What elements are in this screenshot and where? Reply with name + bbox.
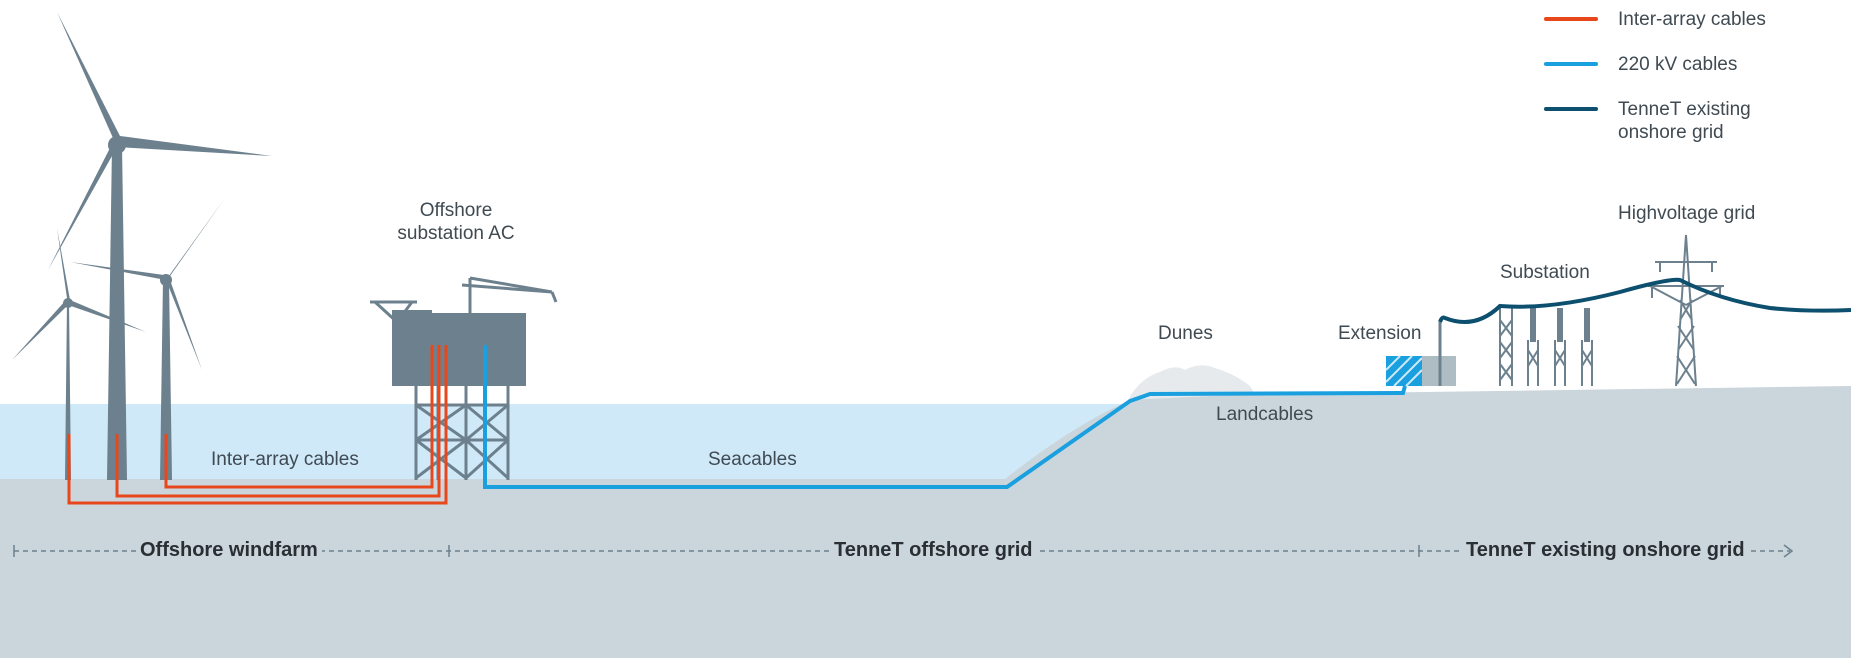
legend-item-inter-array-cables: Inter-array cables [1544, 8, 1766, 31]
substation-icon [1499, 306, 1593, 386]
legend-item-onshore-grid: TenneT existing onshore grid [1544, 98, 1751, 144]
section-tennet-offshore-grid: TenneT offshore grid [830, 539, 1037, 562]
wind-turbine-icon [12, 12, 272, 480]
legend-label: Inter-array cables [1618, 9, 1766, 30]
ground [0, 386, 1851, 658]
seacables-label: Seacables [708, 449, 797, 470]
legend-item-220kv-cables: 220 kV cables [1544, 53, 1737, 76]
legend-swatch [1544, 107, 1598, 111]
offshore-substation-icon [370, 276, 558, 480]
landcables-label: Landcables [1216, 404, 1314, 425]
extension-label: Extension [1338, 323, 1422, 344]
legend-label: TenneT existing onshore grid [1618, 99, 1751, 143]
legend-label: 220 kV cables [1618, 54, 1738, 75]
sea-water [0, 404, 1140, 480]
extension-station-icon [1385, 322, 1456, 387]
pylon-icon [1648, 234, 1724, 387]
inter-array-cables-label: Inter-array cables [211, 449, 359, 470]
onshore-grid-line [1438, 277, 1851, 324]
highvoltage-grid-label: Highvoltage grid [1618, 203, 1756, 224]
inter-array-cable-lines [67, 345, 448, 505]
dunes-shape [1128, 365, 1255, 400]
section-offshore-windfarm: Offshore windfarm [136, 539, 322, 562]
insulator-icon [1530, 308, 1590, 342]
legend-swatch [1544, 17, 1598, 21]
offshore-substation-label: Offshore substation AC [397, 200, 515, 244]
220kv-cable-line [483, 345, 1407, 489]
legend-swatch [1544, 62, 1598, 66]
substation-label: Substation [1500, 262, 1590, 283]
dunes-label: Dunes [1158, 323, 1213, 344]
section-tennet-existing-onshore-grid: TenneT existing onshore grid [1462, 539, 1749, 562]
